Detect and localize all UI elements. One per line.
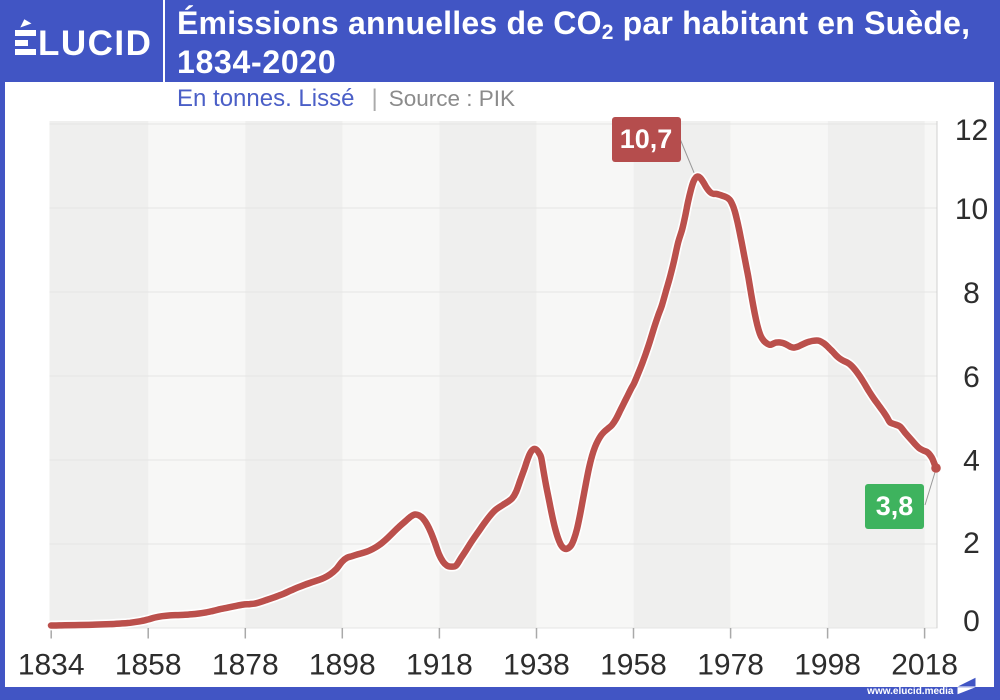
svg-text:1938: 1938 (503, 649, 570, 682)
svg-text:2018: 2018 (891, 649, 958, 682)
svg-text:1858: 1858 (115, 649, 182, 682)
svg-text:1918: 1918 (406, 649, 473, 682)
svg-text:6: 6 (963, 361, 980, 394)
svg-text:12: 12 (955, 114, 988, 147)
svg-text:1998: 1998 (794, 649, 861, 682)
svg-text:1834: 1834 (18, 649, 85, 682)
svg-text:8: 8 (963, 277, 980, 310)
svg-text:1898: 1898 (309, 649, 376, 682)
svg-text:1878: 1878 (212, 649, 279, 682)
svg-text:1978: 1978 (697, 649, 764, 682)
svg-text:4: 4 (963, 444, 980, 477)
svg-text:10: 10 (955, 193, 988, 226)
svg-text:1958: 1958 (600, 649, 667, 682)
svg-text:0: 0 (963, 605, 980, 638)
svg-text:2: 2 (963, 527, 980, 560)
